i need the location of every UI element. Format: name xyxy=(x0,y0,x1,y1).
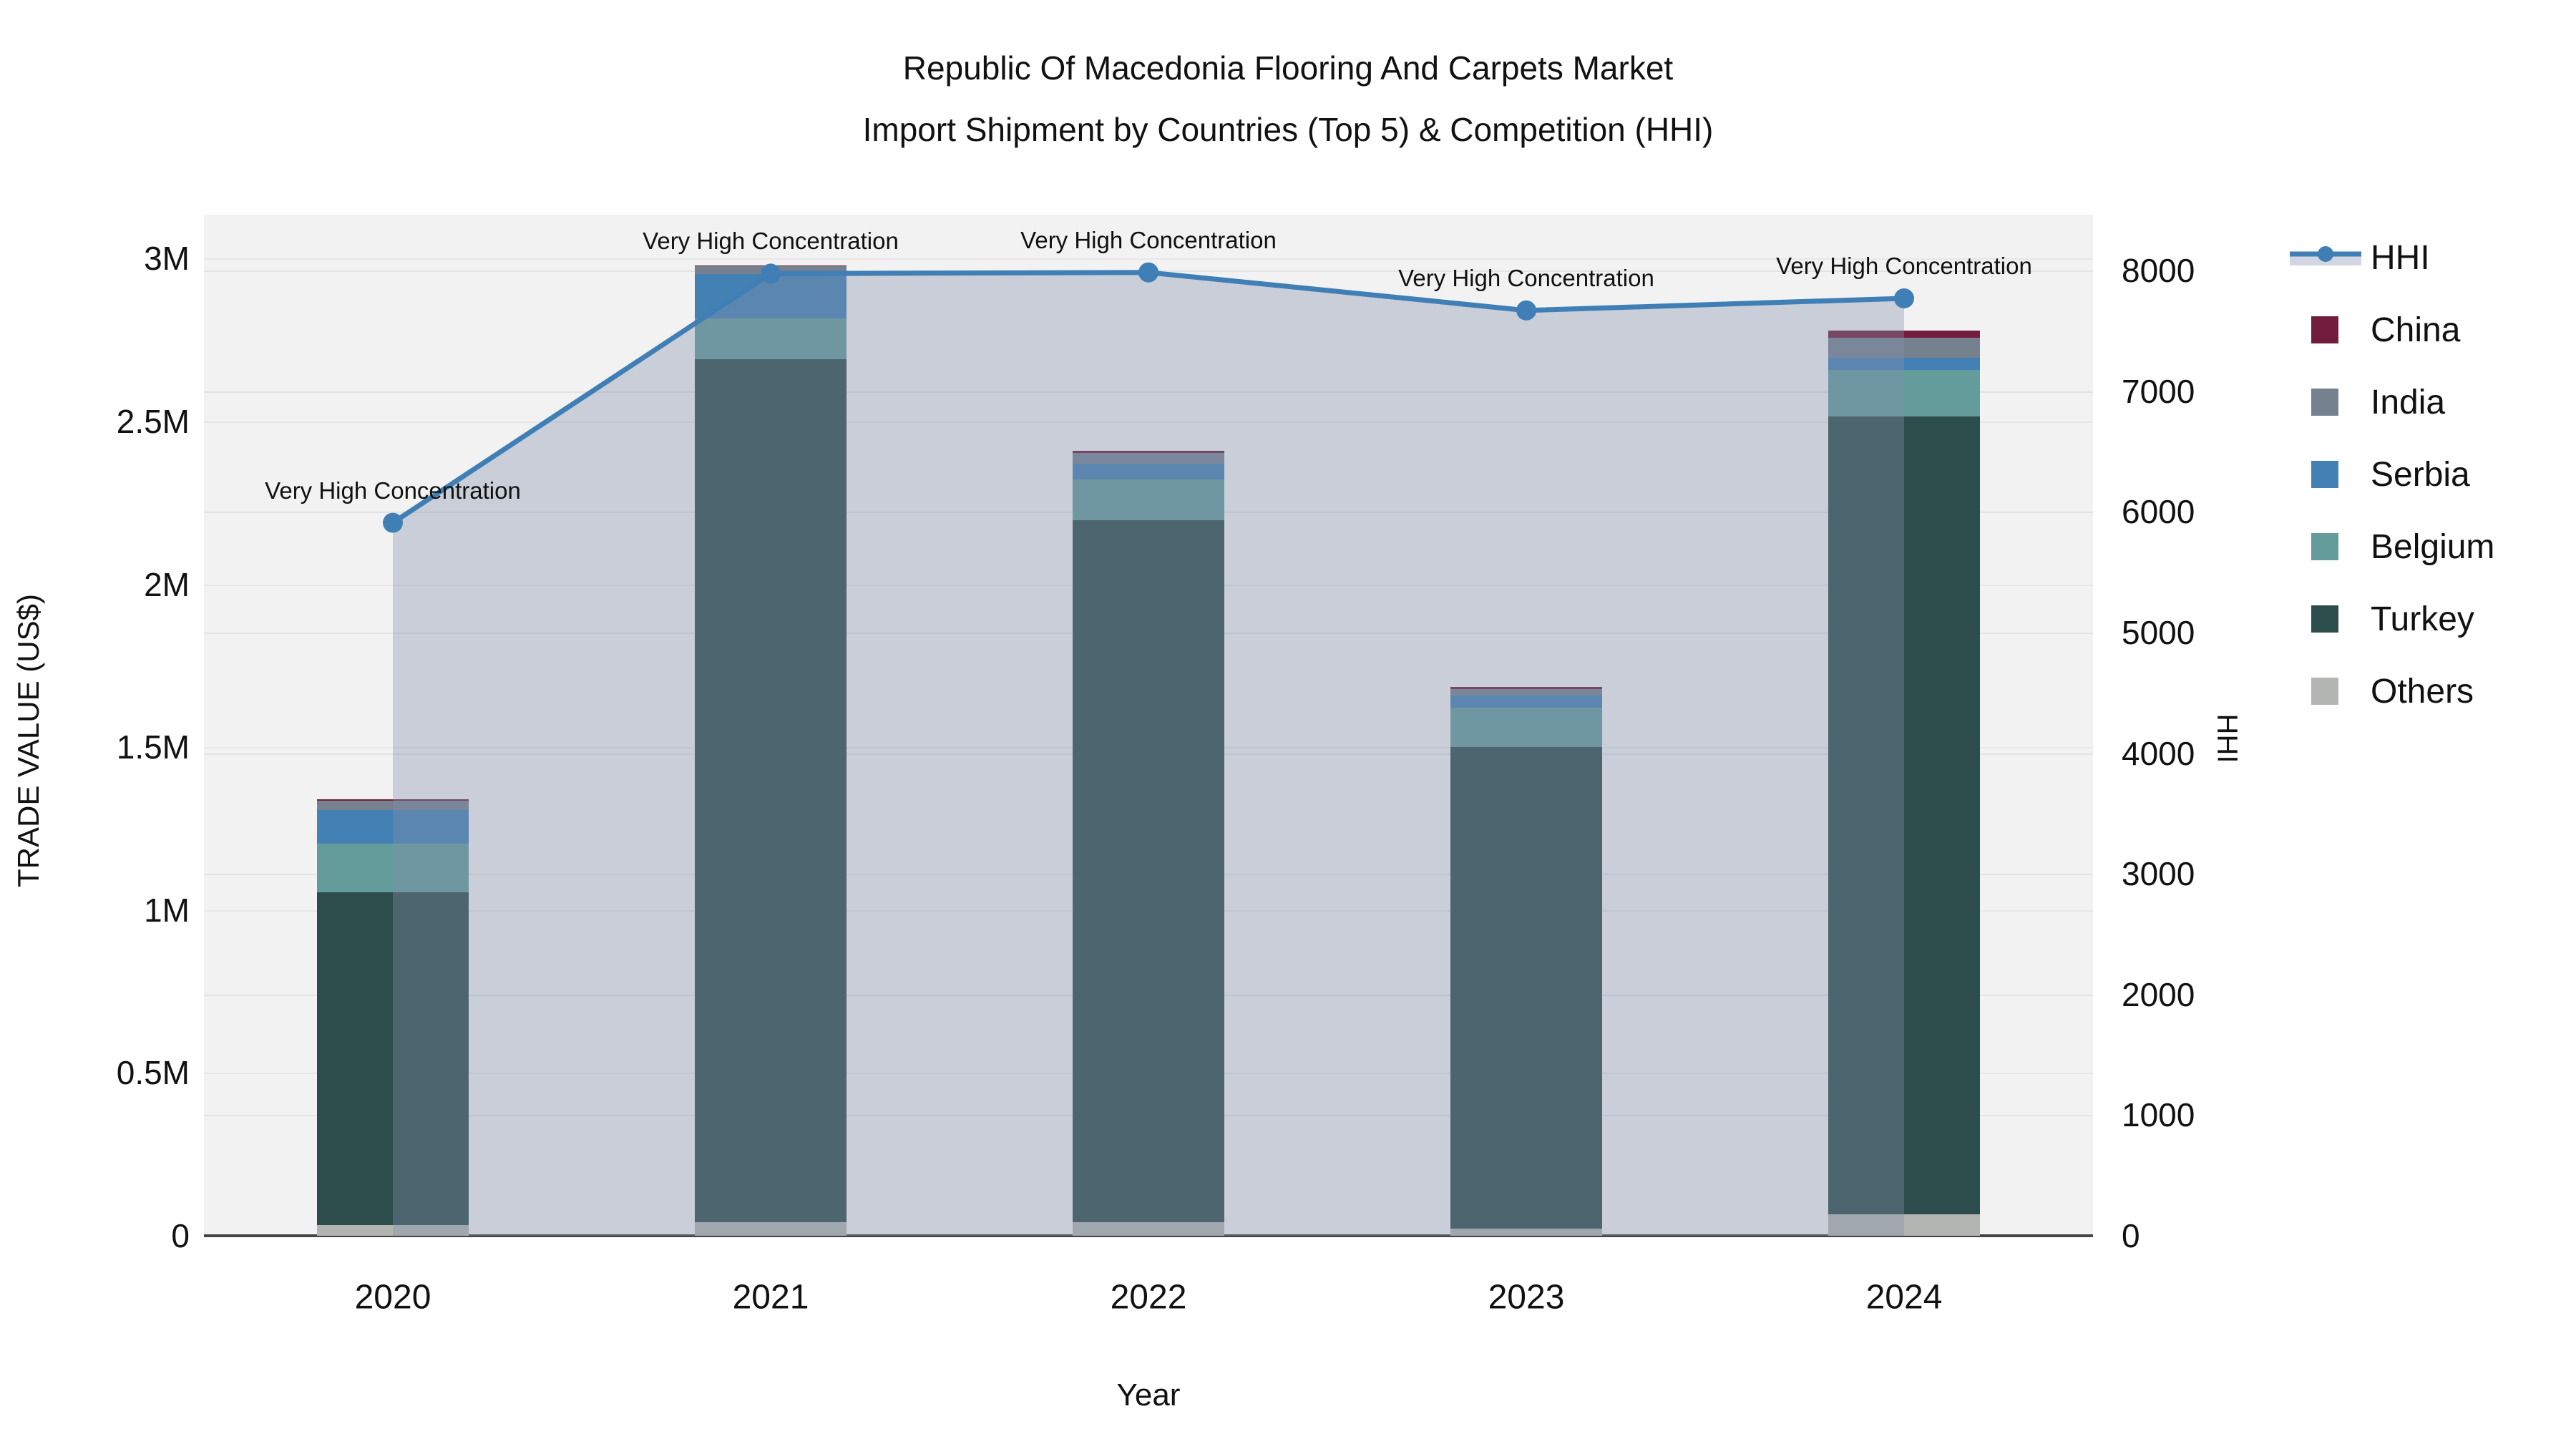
legend-item-china[interactable]: China xyxy=(2286,308,2572,351)
y-left-tick-2.5M: 2.5M xyxy=(116,403,190,440)
bar-segment-serbia-2020[interactable] xyxy=(317,809,469,844)
annotation-2022: Very High Concentration xyxy=(1020,226,1277,253)
bar-segment-others-2024[interactable] xyxy=(1828,1214,1980,1236)
x-tick-2020: 2020 xyxy=(354,1278,431,1317)
annotation-2021: Very High Concentration xyxy=(643,228,899,255)
legend-swatch-belgium-icon xyxy=(2311,533,2338,560)
bar-segment-belgium-2023[interactable] xyxy=(1450,707,1602,748)
legend-swatch-india-icon xyxy=(2311,389,2338,416)
legend-item-india[interactable]: India xyxy=(2286,381,2572,424)
chart-title-line2: Import Shipment by Countries (Top 5) & C… xyxy=(862,111,1714,148)
bar-segment-belgium-2024[interactable] xyxy=(1828,369,1980,416)
bar-segment-others-2023[interactable] xyxy=(1450,1229,1602,1236)
bar-segment-india-2023[interactable] xyxy=(1450,688,1602,696)
y-right-tick-4000: 4000 xyxy=(2122,734,2195,772)
bar-segment-china-2022[interactable] xyxy=(1073,450,1224,453)
bar-segment-turkey-2023[interactable] xyxy=(1450,747,1602,1229)
legend-label-belgium: Belgium xyxy=(2371,527,2495,566)
bar-segment-others-2022[interactable] xyxy=(1073,1222,1224,1236)
hhi-marker-2024[interactable] xyxy=(1894,288,1914,308)
bar-segment-turkey-2024[interactable] xyxy=(1828,416,1980,1215)
y-right-tick-1000: 1000 xyxy=(2122,1096,2195,1134)
legend-item-others[interactable]: Others xyxy=(2286,670,2572,713)
bar-segment-india-2020[interactable] xyxy=(317,801,469,810)
legend-label-hhi: HHI xyxy=(2371,238,2430,277)
chart-title-line1: Republic Of Macedonia Flooring And Carpe… xyxy=(902,49,1674,87)
x-tick-2022: 2022 xyxy=(1110,1278,1187,1317)
y-right-tick-8000: 8000 xyxy=(2122,252,2195,290)
y-left-tick-1.5M: 1.5M xyxy=(116,728,190,766)
y-right-tick-3000: 3000 xyxy=(2122,855,2195,893)
y-left-axis-title: TRADE VALUE (US$) xyxy=(11,594,45,887)
hhi-marker-2023[interactable] xyxy=(1516,300,1536,321)
x-tick-2024: 2024 xyxy=(1865,1278,1943,1317)
hhi-marker-2022[interactable] xyxy=(1138,262,1158,283)
gridline-right-7000 xyxy=(204,391,2093,393)
hhi-line-overlay xyxy=(383,262,1914,1236)
x-tick-2021: 2021 xyxy=(732,1278,809,1317)
chart-title: Republic Of Macedonia Flooring And Carpe… xyxy=(0,37,2576,160)
bar-segment-india-2022[interactable] xyxy=(1073,452,1224,464)
bar-segment-china-2024[interactable] xyxy=(1828,331,1980,338)
legend-swatch-china-icon xyxy=(2311,316,2338,343)
y-right-tick-5000: 5000 xyxy=(2122,614,2195,651)
y-left-tick-0.5M: 0.5M xyxy=(116,1054,190,1092)
y-left-tick-0: 0 xyxy=(171,1217,190,1254)
bar-segment-others-2020[interactable] xyxy=(317,1224,469,1236)
hhi-legend-glyph-icon xyxy=(2290,244,2361,271)
annotation-2024: Very High Concentration xyxy=(1776,252,2032,279)
y-right-axis-title: HHI xyxy=(2211,713,2243,763)
hhi-marker-2021[interactable] xyxy=(761,263,781,284)
y-left-tick-1M: 1M xyxy=(144,891,190,929)
bar-segment-belgium-2022[interactable] xyxy=(1073,479,1224,520)
bar-segment-belgium-2020[interactable] xyxy=(317,844,469,893)
y-right-tick-7000: 7000 xyxy=(2122,372,2195,410)
hhi-marker-2020[interactable] xyxy=(383,512,403,533)
y-right-tick-0: 0 xyxy=(2122,1217,2140,1254)
y-right-tick-6000: 6000 xyxy=(2122,493,2195,531)
bar-segment-turkey-2020[interactable] xyxy=(317,892,469,1225)
legend-item-hhi[interactable]: HHI xyxy=(2286,236,2572,279)
x-tick-2023: 2023 xyxy=(1488,1278,1565,1317)
legend-item-turkey[interactable]: Turkey xyxy=(2286,597,2572,640)
bar-segment-turkey-2022[interactable] xyxy=(1073,519,1224,1223)
gridline-left-2.5M xyxy=(204,421,2093,423)
legend-label-india: India xyxy=(2371,383,2446,421)
bar-segment-china-2023[interactable] xyxy=(1450,686,1602,689)
y-right-tick-2000: 2000 xyxy=(2122,975,2195,1013)
legend-label-serbia: Serbia xyxy=(2371,455,2470,494)
legend-swatch-serbia-icon xyxy=(2311,461,2338,488)
legend-item-serbia[interactable]: Serbia xyxy=(2286,453,2572,496)
bar-segment-serbia-2024[interactable] xyxy=(1828,357,1980,370)
bar-segment-serbia-2023[interactable] xyxy=(1450,695,1602,708)
bar-segment-china-2020[interactable] xyxy=(317,799,469,801)
legend-swatch-turkey-icon xyxy=(2311,605,2338,633)
y-left-tick-2M: 2M xyxy=(144,565,190,603)
y-left-tick-3M: 3M xyxy=(144,240,190,278)
bar-segment-india-2024[interactable] xyxy=(1828,337,1980,358)
legend-label-turkey: Turkey xyxy=(2371,600,2474,638)
bar-segment-serbia-2022[interactable] xyxy=(1073,464,1224,480)
legend-label-china: China xyxy=(2371,311,2461,349)
bar-segment-turkey-2021[interactable] xyxy=(695,358,847,1223)
hhi-area-fill xyxy=(393,272,1904,1236)
annotation-2023: Very High Concentration xyxy=(1398,264,1654,291)
annotation-2020: Very High Concentration xyxy=(265,477,521,504)
legend-label-others: Others xyxy=(2371,672,2474,711)
bar-segment-others-2021[interactable] xyxy=(695,1222,847,1236)
gridline-left-3M xyxy=(204,258,2093,260)
bar-segment-belgium-2021[interactable] xyxy=(695,318,847,359)
legend-swatch-others-icon xyxy=(2311,678,2338,705)
x-axis-title: Year xyxy=(1116,1377,1181,1413)
x-axis-line xyxy=(204,1234,2093,1237)
legend-item-belgium[interactable]: Belgium xyxy=(2286,525,2572,568)
